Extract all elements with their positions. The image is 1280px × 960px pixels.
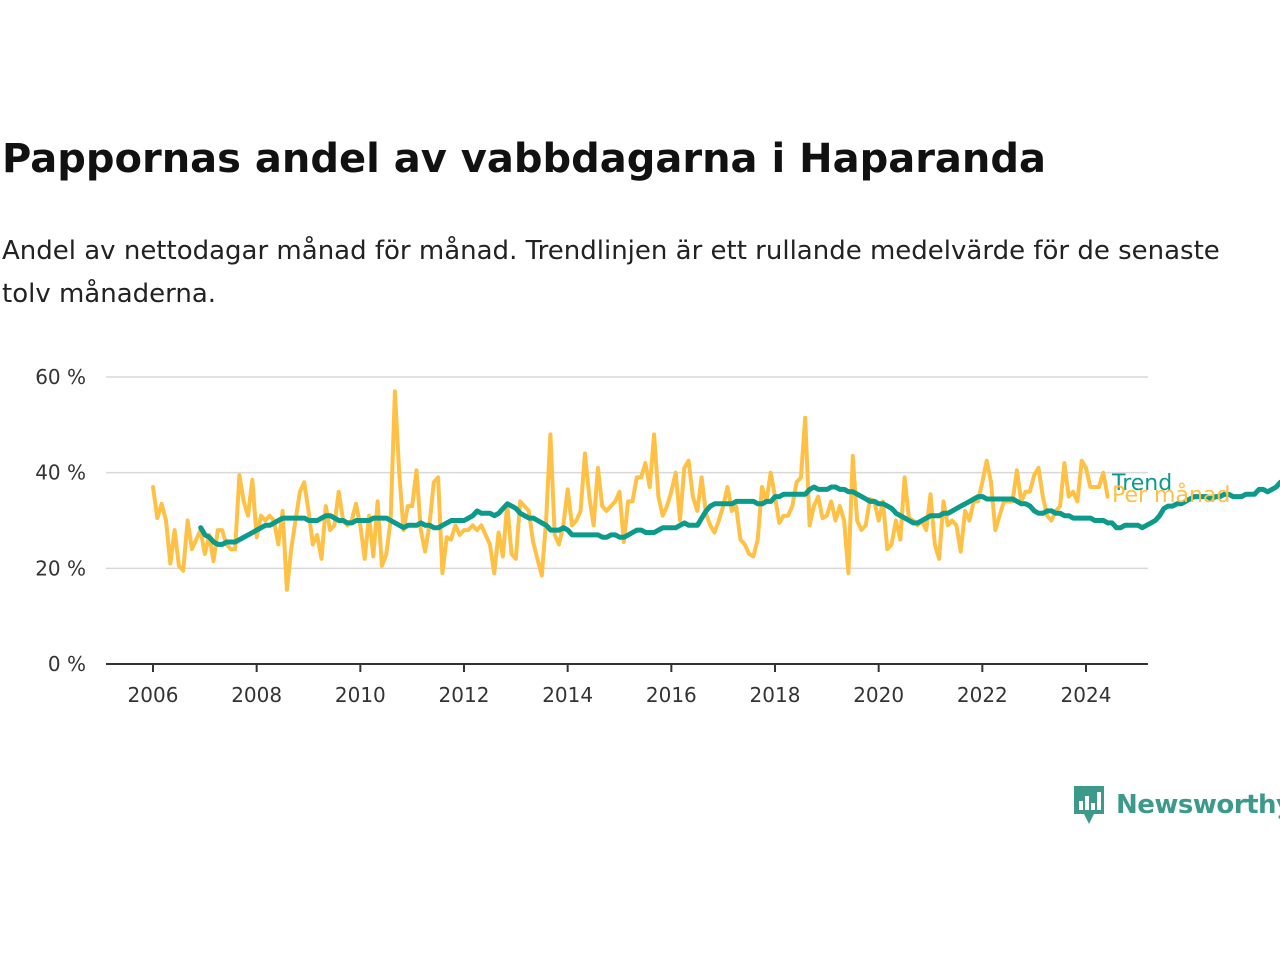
x-tick-label: 2016 bbox=[646, 683, 697, 707]
x-tick-label: 2012 bbox=[439, 683, 490, 707]
series-line bbox=[198, 479, 1280, 547]
x-tick-label: 2010 bbox=[335, 683, 386, 707]
y-axis-ticks: 0 % 20 % 40 % 60 % bbox=[35, 365, 86, 676]
x-tick-label: 2020 bbox=[853, 683, 904, 707]
x-tick-label: 2014 bbox=[542, 683, 593, 707]
x-tick-label: 2006 bbox=[128, 683, 179, 707]
trend-series-label: Trend bbox=[1111, 471, 1172, 496]
series-lines bbox=[151, 389, 1280, 592]
x-tick-label: 2008 bbox=[231, 683, 282, 707]
x-tick-label: 2022 bbox=[957, 683, 1008, 707]
chart-subtitle: Andel av nettodagar månad för månad. Tre… bbox=[2, 236, 1220, 309]
chart-title: Pappornas andel av vabbdagarna i Haparan… bbox=[2, 136, 1047, 182]
monthly-series-label: Per månad bbox=[1112, 482, 1230, 508]
gridlines bbox=[106, 376, 1148, 570]
y-tick-label: 0 % bbox=[48, 652, 86, 676]
x-tick-label: 2018 bbox=[750, 683, 801, 707]
series-line bbox=[151, 389, 1110, 592]
brand-name: Newsworthy bbox=[1116, 790, 1280, 820]
y-tick-label: 60 % bbox=[35, 365, 86, 389]
newsworthy-icon bbox=[1074, 786, 1104, 824]
y-tick-label: 40 % bbox=[35, 461, 86, 485]
x-tick-label: 2024 bbox=[1061, 683, 1112, 707]
x-axis: 2006 2008 2010 2012 2014 2016 2018 2020 2022 2024 bbox=[106, 663, 1148, 707]
y-tick-label: 20 % bbox=[35, 556, 86, 580]
newsworthy-logo: Newsworthy bbox=[1072, 784, 1280, 826]
